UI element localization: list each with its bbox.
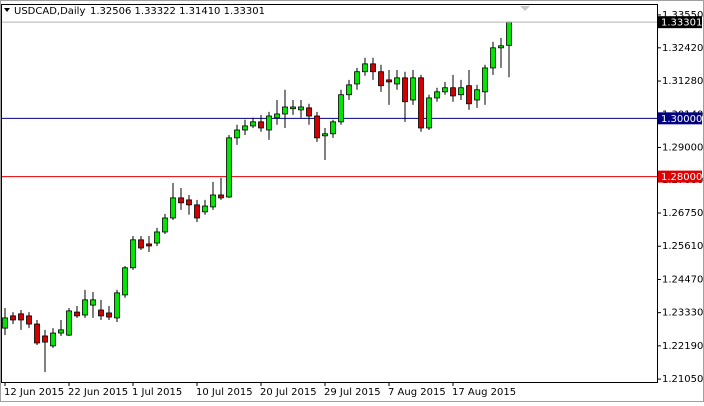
candle-body	[74, 311, 80, 317]
candle-body	[426, 97, 432, 129]
y-tick-label: 1.31280	[662, 76, 703, 87]
y-tick-label: 1.25610	[662, 241, 703, 252]
candle-body	[330, 121, 336, 135]
candle-body	[418, 77, 424, 129]
candle-body	[458, 87, 464, 96]
candle-body	[338, 94, 344, 123]
level-box	[658, 112, 702, 125]
candle-body	[450, 87, 456, 97]
y-tick-label: 1.32420	[662, 43, 703, 54]
y-tick-label: 1.21050	[662, 374, 703, 385]
candle-body	[202, 205, 208, 213]
x-tick-label: 10 Jul 2015	[196, 387, 253, 398]
candle-body	[346, 84, 352, 96]
candle-body	[146, 243, 152, 247]
candle-body	[506, 21, 512, 46]
menu-arrow[interactable]	[4, 8, 10, 12]
candle-body	[490, 47, 496, 69]
candle-body	[194, 204, 200, 219]
candle-body	[282, 106, 288, 115]
candle-body	[442, 87, 448, 93]
candle-body	[258, 121, 264, 129]
candle-body	[210, 194, 216, 208]
candle-body	[370, 63, 376, 73]
candle-body	[106, 312, 112, 318]
candle-body	[378, 71, 384, 87]
candle-body	[226, 137, 232, 198]
candle-body	[162, 217, 168, 233]
candle-body	[186, 199, 192, 206]
candle-body	[218, 194, 224, 199]
candle-body	[66, 310, 72, 336]
candle-body	[50, 332, 56, 347]
ohlc-info: 1.32506 1.33322 1.31410 1.33301	[90, 6, 265, 17]
candle-body	[26, 315, 32, 325]
x-tick-label: 7 Aug 2015	[388, 387, 446, 398]
candle-body	[266, 115, 272, 131]
candle-body	[42, 335, 48, 343]
candle-body	[434, 91, 440, 99]
y-tick-label: 1.29000	[662, 142, 703, 153]
level-label: 1.30000	[661, 114, 702, 125]
candle-body	[34, 323, 40, 344]
candle-body	[114, 292, 120, 319]
x-tick-label: 29 Jul 2015	[324, 387, 381, 398]
candle-body	[242, 125, 248, 131]
candle-body	[362, 63, 368, 73]
candle-body	[322, 133, 328, 137]
y-tick-label: 1.23330	[662, 308, 703, 319]
y-tick-label: 1.33550	[662, 10, 703, 21]
y-tick-label: 1.24470	[662, 274, 703, 285]
candle-body	[354, 71, 360, 85]
candle-body	[10, 315, 16, 321]
x-tick-label: 12 Jun 2015	[4, 387, 64, 398]
candle-body	[290, 106, 296, 110]
candle-body	[466, 85, 472, 105]
candle-body	[90, 299, 96, 306]
candle-body	[138, 239, 144, 249]
candle-body	[250, 121, 256, 127]
last-price-label: 1.33301	[661, 18, 702, 29]
chart-title: USDCAD,Daily	[14, 6, 85, 17]
candle-body	[130, 239, 136, 269]
candle-body	[154, 231, 160, 244]
candle-body	[410, 77, 416, 101]
last-price-box	[658, 16, 702, 29]
candle-body	[298, 106, 304, 111]
candle-body	[274, 113, 280, 119]
candle-body	[18, 313, 24, 321]
x-tick-label: 17 Aug 2015	[452, 387, 516, 398]
y-tick-label: 1.22190	[662, 341, 703, 352]
plot-border	[1, 4, 658, 383]
candle-body	[98, 309, 104, 317]
candle-body	[58, 329, 64, 334]
candle-body	[2, 317, 8, 329]
level-box	[658, 170, 702, 183]
candle-body	[178, 197, 184, 204]
shift-marker	[520, 6, 530, 11]
candle-body	[82, 299, 88, 316]
x-tick-label: 22 Jun 2015	[68, 387, 128, 398]
y-tick-label: 1.26750	[662, 208, 703, 219]
candle-body	[474, 89, 480, 101]
candle-body	[306, 107, 312, 117]
candle-body	[314, 115, 320, 139]
candle-body	[170, 197, 176, 219]
candle-body	[402, 77, 408, 103]
x-tick-label: 20 Jul 2015	[260, 387, 317, 398]
candle-body	[482, 67, 488, 93]
candle-body	[498, 45, 504, 49]
candle-body	[394, 77, 400, 85]
candle-body	[122, 267, 128, 296]
level-label: 1.28000	[661, 172, 702, 183]
candle-body	[386, 79, 392, 83]
candle-body	[234, 129, 240, 139]
x-tick-label: 1 Jul 2015	[132, 387, 182, 398]
